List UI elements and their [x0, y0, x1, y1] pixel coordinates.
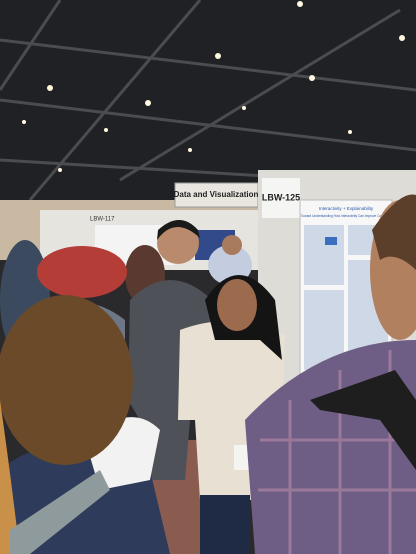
board-sign: [262, 178, 300, 218]
person-head: [157, 222, 199, 264]
backpack-strap: [10, 470, 110, 554]
person-head: [222, 235, 242, 255]
section-label: Data and Visualization: [174, 190, 259, 199]
backpack-strap: [310, 370, 416, 470]
board-number: LBW-117: [90, 217, 115, 223]
person-shirt: [178, 321, 285, 500]
person: [208, 245, 252, 285]
person-jeans: [200, 495, 250, 554]
person-head: [217, 279, 257, 331]
poster-figure: [325, 237, 337, 245]
red-cap: [37, 246, 127, 298]
person-hair: [157, 220, 200, 240]
person-hair: [0, 400, 20, 554]
poster-title: Toward Understanding How Interactivity C…: [301, 214, 392, 218]
section-sign: [174, 182, 259, 208]
person-hair: [0, 295, 133, 465]
poster-topic: Interactivity + Explainability: [319, 206, 374, 211]
board-number: LBW-125: [262, 192, 300, 202]
ceiling-lights: [22, 1, 405, 172]
person-hair: [372, 194, 416, 270]
